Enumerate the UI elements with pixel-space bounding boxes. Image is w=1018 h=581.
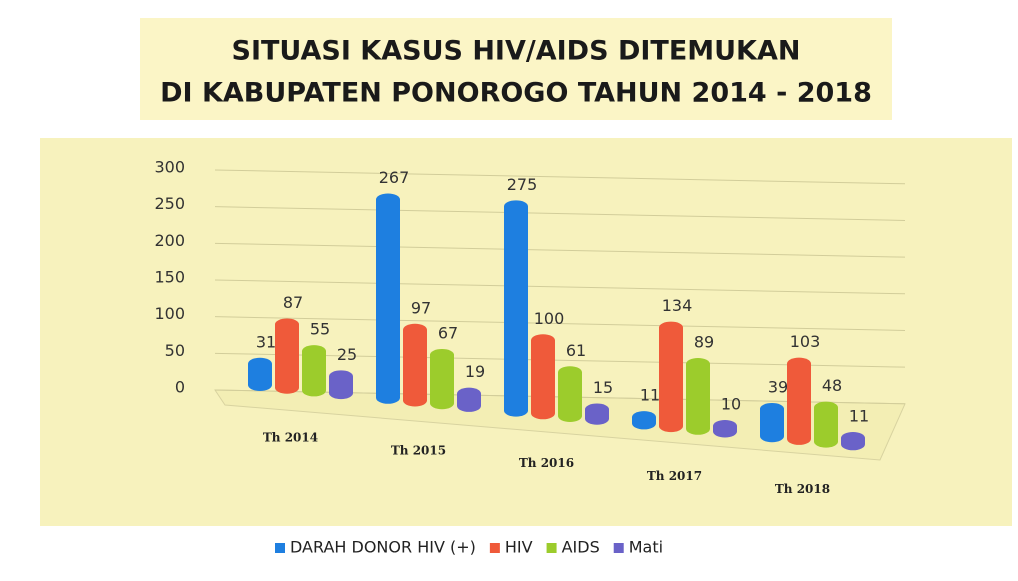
data-label: 11 <box>849 407 869 426</box>
y-tick-label: 200 <box>154 231 185 250</box>
bar <box>430 348 454 410</box>
y-tick-label: 150 <box>154 268 185 287</box>
x-tick-label: Th 2016 <box>519 456 574 470</box>
data-label: 55 <box>310 320 330 339</box>
data-label: 89 <box>694 333 714 352</box>
bar <box>760 402 784 443</box>
data-label: 67 <box>438 323 458 342</box>
data-label: 97 <box>411 298 431 317</box>
data-label: 31 <box>256 332 276 351</box>
bar <box>376 193 400 404</box>
bar <box>632 411 656 430</box>
y-tick-label: 50 <box>165 341 185 360</box>
data-label: 48 <box>822 376 842 395</box>
bar <box>531 334 555 420</box>
bar <box>686 358 710 435</box>
data-label: 61 <box>566 341 586 360</box>
data-label: 11 <box>640 386 660 405</box>
data-label: 103 <box>790 332 821 351</box>
y-tick-label: 250 <box>154 194 185 213</box>
data-label: 100 <box>534 309 565 328</box>
data-label: 25 <box>337 345 357 364</box>
y-tick-label: 300 <box>154 158 185 177</box>
bar <box>841 432 865 451</box>
title-box <box>140 18 892 120</box>
bar <box>275 318 299 394</box>
legend-label: HIV <box>505 538 533 557</box>
x-tick-label: Th 2017 <box>647 469 702 483</box>
chart-title: DI KABUPATEN PONOROGO TAHUN 2014 - 2018 <box>160 78 872 109</box>
bar <box>329 370 353 400</box>
legend-swatch <box>275 543 285 553</box>
bar <box>787 357 811 445</box>
bar <box>713 420 737 438</box>
data-label: 39 <box>768 377 788 396</box>
data-label: 19 <box>465 362 485 381</box>
bar <box>585 403 609 425</box>
legend-label: DARAH DONOR HIV (+) <box>290 538 476 557</box>
x-tick-label: Th 2014 <box>263 431 318 445</box>
bar <box>659 321 683 433</box>
data-label: 10 <box>721 395 741 414</box>
bar <box>302 345 326 397</box>
legend-swatch <box>546 543 557 553</box>
bar <box>814 401 838 448</box>
legend-swatch <box>613 543 624 553</box>
data-label: 267 <box>379 168 410 187</box>
data-label: 87 <box>283 293 303 312</box>
legend-label: Mati <box>629 538 663 557</box>
bar <box>403 323 427 407</box>
legend-label: AIDS <box>562 538 600 557</box>
bar <box>457 387 481 412</box>
y-tick-label: 0 <box>175 378 185 397</box>
grid-line <box>214 242 906 258</box>
chart-title: SITUASI KASUS HIV/AIDS DITEMUKAN <box>232 36 801 67</box>
data-label: 134 <box>662 296 693 315</box>
bar <box>504 200 528 417</box>
y-tick-label: 100 <box>154 304 185 323</box>
data-label: 275 <box>507 175 538 194</box>
x-tick-label: Th 2018 <box>775 482 830 496</box>
legend-swatch <box>489 543 500 553</box>
bar <box>558 366 582 422</box>
data-label: 15 <box>593 378 613 397</box>
grid-line <box>214 279 906 295</box>
bar <box>248 357 272 391</box>
grid-line <box>214 316 906 331</box>
grid-line <box>214 169 906 185</box>
grid-line <box>214 206 906 221</box>
x-tick-label: Th 2015 <box>391 443 446 457</box>
